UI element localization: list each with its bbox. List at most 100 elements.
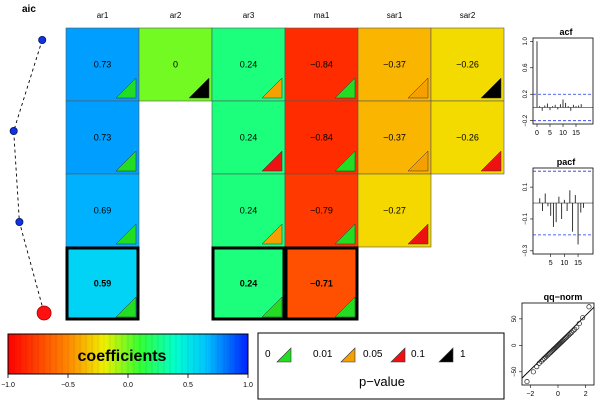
pvalue-break-label: 0.05 xyxy=(363,349,383,360)
x-tick-label: 5 xyxy=(548,130,552,137)
qq-point xyxy=(556,341,562,347)
qq-point xyxy=(567,331,573,337)
coefficient-heatmap: 0.73 0 0.24 −0.84 −0.37 −0.26 0.73 0.24 −0.84 −0.… xyxy=(65,27,505,321)
cell-value: 0.69 xyxy=(94,206,112,216)
cell-value: −0.84 xyxy=(310,60,333,70)
pacf-plot: 0.1 −0.1 −0.3 5 10 15 xyxy=(523,170,593,267)
qq-point xyxy=(534,364,540,370)
pvalue-legend-triangle xyxy=(276,347,292,363)
pvalue-legend: 0 0.01 0.05 0.1 1 p−value xyxy=(257,332,505,400)
colorbar-tick-label: −1.0 xyxy=(1,382,15,389)
pvalue-triangle xyxy=(115,296,137,318)
y-tick-label: −50 xyxy=(512,366,518,377)
aic-label: aic xyxy=(22,4,36,15)
acf-panel: acf 1.0 0.6 0.2 −0.2 0 5 10 15 xyxy=(523,27,594,137)
cell-value: 0 xyxy=(173,60,178,70)
pvalue-triangle xyxy=(407,223,429,245)
pvalue-triangle xyxy=(480,77,502,99)
heatmap-cell-r1-ma1: −0.84 xyxy=(284,27,359,102)
y-tick-label: −0.2 xyxy=(523,114,529,127)
qq-point xyxy=(530,369,536,375)
cell-value: −0.37 xyxy=(383,133,406,143)
coefficient-colorbar: coefficients −1.0 −0.5 0.0 0.5 1.0 xyxy=(1,333,253,389)
heatmap-cell-r2-sar2: −0.26 xyxy=(430,100,505,175)
qq-plot: 50 0 −50 −2 0 2 xyxy=(512,304,595,398)
pvalue-break-label: 0 xyxy=(265,349,271,360)
cell-value: 0.59 xyxy=(94,279,112,289)
pvalue-triangle xyxy=(115,77,137,99)
cell-value: −0.26 xyxy=(456,60,479,70)
qq-point xyxy=(576,321,582,327)
pvalue-triangle xyxy=(115,150,137,172)
pvalue-triangle xyxy=(261,223,283,245)
cell-value: −0.27 xyxy=(383,206,406,216)
qq-point xyxy=(540,357,546,363)
x-tick-label: 2 xyxy=(584,391,588,398)
qq-point xyxy=(558,339,564,345)
pvalue-triangle xyxy=(261,296,283,318)
pvalue-break-label: 0.1 xyxy=(411,349,425,360)
cell-value: −0.79 xyxy=(310,206,333,216)
qq-point xyxy=(569,329,575,335)
heatmap-cell-r4-ar3: 0.24 xyxy=(211,246,286,321)
column-header-ar1: ar1 xyxy=(97,11,109,20)
colorbar-tick-label: 0.0 xyxy=(123,382,133,389)
aic-point xyxy=(15,217,24,226)
qq-title: qq−norm xyxy=(544,292,583,302)
aic-point xyxy=(38,36,47,45)
pvalue-triangle xyxy=(115,223,137,245)
cell-value: 0.24 xyxy=(240,279,258,289)
x-tick-label: 10 xyxy=(560,260,568,267)
qq-point xyxy=(570,328,576,334)
pvalue-legend-triangle xyxy=(390,347,406,363)
column-header-ar2: ar2 xyxy=(170,11,182,20)
y-tick-label: 1.0 xyxy=(523,36,529,45)
heatmap-cell-r1-ar3: 0.24 xyxy=(211,27,286,102)
colorbar-tick-label: −0.5 xyxy=(61,382,75,389)
colorbar-label: coefficients xyxy=(78,348,167,365)
qq-point xyxy=(550,347,556,353)
best-model-outline xyxy=(65,246,140,321)
cell-value: −0.71 xyxy=(310,279,333,289)
heatmap-cell-r1-ar1: 0.73 xyxy=(65,27,140,102)
best-model-outline xyxy=(211,246,286,321)
heatmap-cell-r1-ar2: 0 xyxy=(138,27,213,102)
cell-value: −0.37 xyxy=(383,60,406,70)
aic-curve xyxy=(9,36,52,321)
heatmap-cell-r2-ma1: −0.84 xyxy=(284,100,359,175)
heatmap-cell-r4-ma1: −0.71 xyxy=(284,246,359,321)
colorbar-ticks: −1.0 −0.5 0.0 0.5 1.0 xyxy=(1,374,253,389)
pvalue-triangle xyxy=(407,150,429,172)
column-headers: ar1 ar2 ar3 ma1 sar1 sar2 xyxy=(97,11,476,20)
pvalue-triangle xyxy=(334,223,356,245)
pvalue-legend-box xyxy=(257,332,505,400)
heatmap-cell-r1-sar1: −0.37 xyxy=(357,27,432,102)
y-tick-label: 0.6 xyxy=(523,63,529,72)
heatmap-cell-r2-sar1: −0.37 xyxy=(357,100,432,175)
y-tick-label: 0.1 xyxy=(523,182,529,191)
heatmap-cell-r3-sar1: −0.27 xyxy=(357,173,432,248)
pvalue-triangle xyxy=(188,77,210,99)
acf-title: acf xyxy=(559,27,573,37)
x-tick-label: 5 xyxy=(549,260,553,267)
pacf-title: pacf xyxy=(557,157,577,167)
x-tick-label: 0 xyxy=(535,130,539,137)
heatmap-cell-r2-ar3: 0.24 xyxy=(211,100,286,175)
pvalue-legend-items: 0 0.01 0.05 0.1 1 xyxy=(265,347,466,363)
cell-value: −0.26 xyxy=(456,133,479,143)
y-tick-label: −0.3 xyxy=(523,244,529,257)
heatmap-cell-r4-ar1: 0.59 xyxy=(65,246,140,321)
y-tick-label: 50 xyxy=(512,315,518,322)
heatmap-cell-r3-ar3: 0.24 xyxy=(211,173,286,248)
cell-value: 0.24 xyxy=(240,133,258,143)
cell-value: 0.73 xyxy=(94,133,112,143)
y-tick-label: 0.2 xyxy=(523,89,529,98)
pvalue-legend-triangle xyxy=(438,347,454,363)
qq-point xyxy=(557,340,563,346)
cell-value: −0.84 xyxy=(310,133,333,143)
colorbar-tick-label: 0.5 xyxy=(183,382,193,389)
qq-point xyxy=(551,346,557,352)
pvalue-triangle xyxy=(407,77,429,99)
pvalue-triangle xyxy=(261,150,283,172)
